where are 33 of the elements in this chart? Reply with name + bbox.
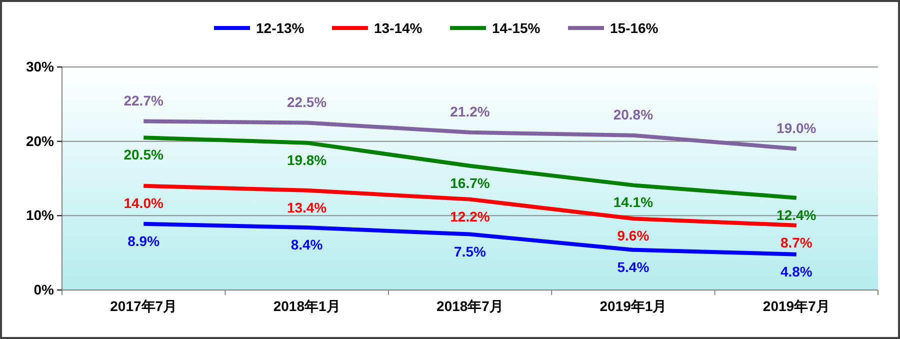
data-label: 22.5% [286, 94, 328, 110]
legend-label: 13-14% [374, 20, 423, 36]
data-label: 16.7% [450, 174, 490, 191]
x-tick-label: 2017年7月 [110, 298, 178, 314]
y-tick-label: 0% [34, 281, 55, 298]
data-label: 19.8% [286, 152, 328, 168]
data-label: 9.6% [617, 228, 650, 244]
data-label: 20.8% [613, 106, 654, 122]
data-label: 12.4% [776, 206, 817, 223]
data-label: 8.7% [780, 234, 813, 250]
legend-label: 14-15% [492, 20, 541, 36]
y-tick-label: 20% [26, 132, 55, 149]
data-label: 20.5% [124, 146, 164, 163]
x-tick-label: 2018年7月 [436, 298, 504, 314]
data-label: 22.7% [124, 92, 164, 108]
x-tick-label: 2018年1月 [273, 298, 340, 314]
data-label: 21.2% [450, 103, 490, 120]
x-tick-label: 2019年7月 [762, 298, 830, 314]
data-label: 8.4% [290, 236, 324, 253]
y-tick-label: 30% [26, 58, 55, 74]
data-label: 19.0% [776, 120, 817, 136]
data-label: 13.4% [286, 199, 328, 216]
legend-label: 15-16% [610, 20, 659, 36]
data-label: 14.1% [613, 194, 654, 210]
data-label: 12.2% [450, 208, 490, 224]
y-tick-label: 10% [26, 207, 55, 224]
data-label: 8.9% [128, 232, 160, 249]
data-label: 4.8% [780, 263, 813, 280]
x-tick-label: 2019年1月 [600, 298, 667, 314]
data-label: 7.5% [454, 243, 486, 260]
legend-label: 12-13% [256, 20, 305, 36]
data-label: 5.4% [617, 258, 650, 275]
data-label: 14.0% [124, 194, 164, 211]
